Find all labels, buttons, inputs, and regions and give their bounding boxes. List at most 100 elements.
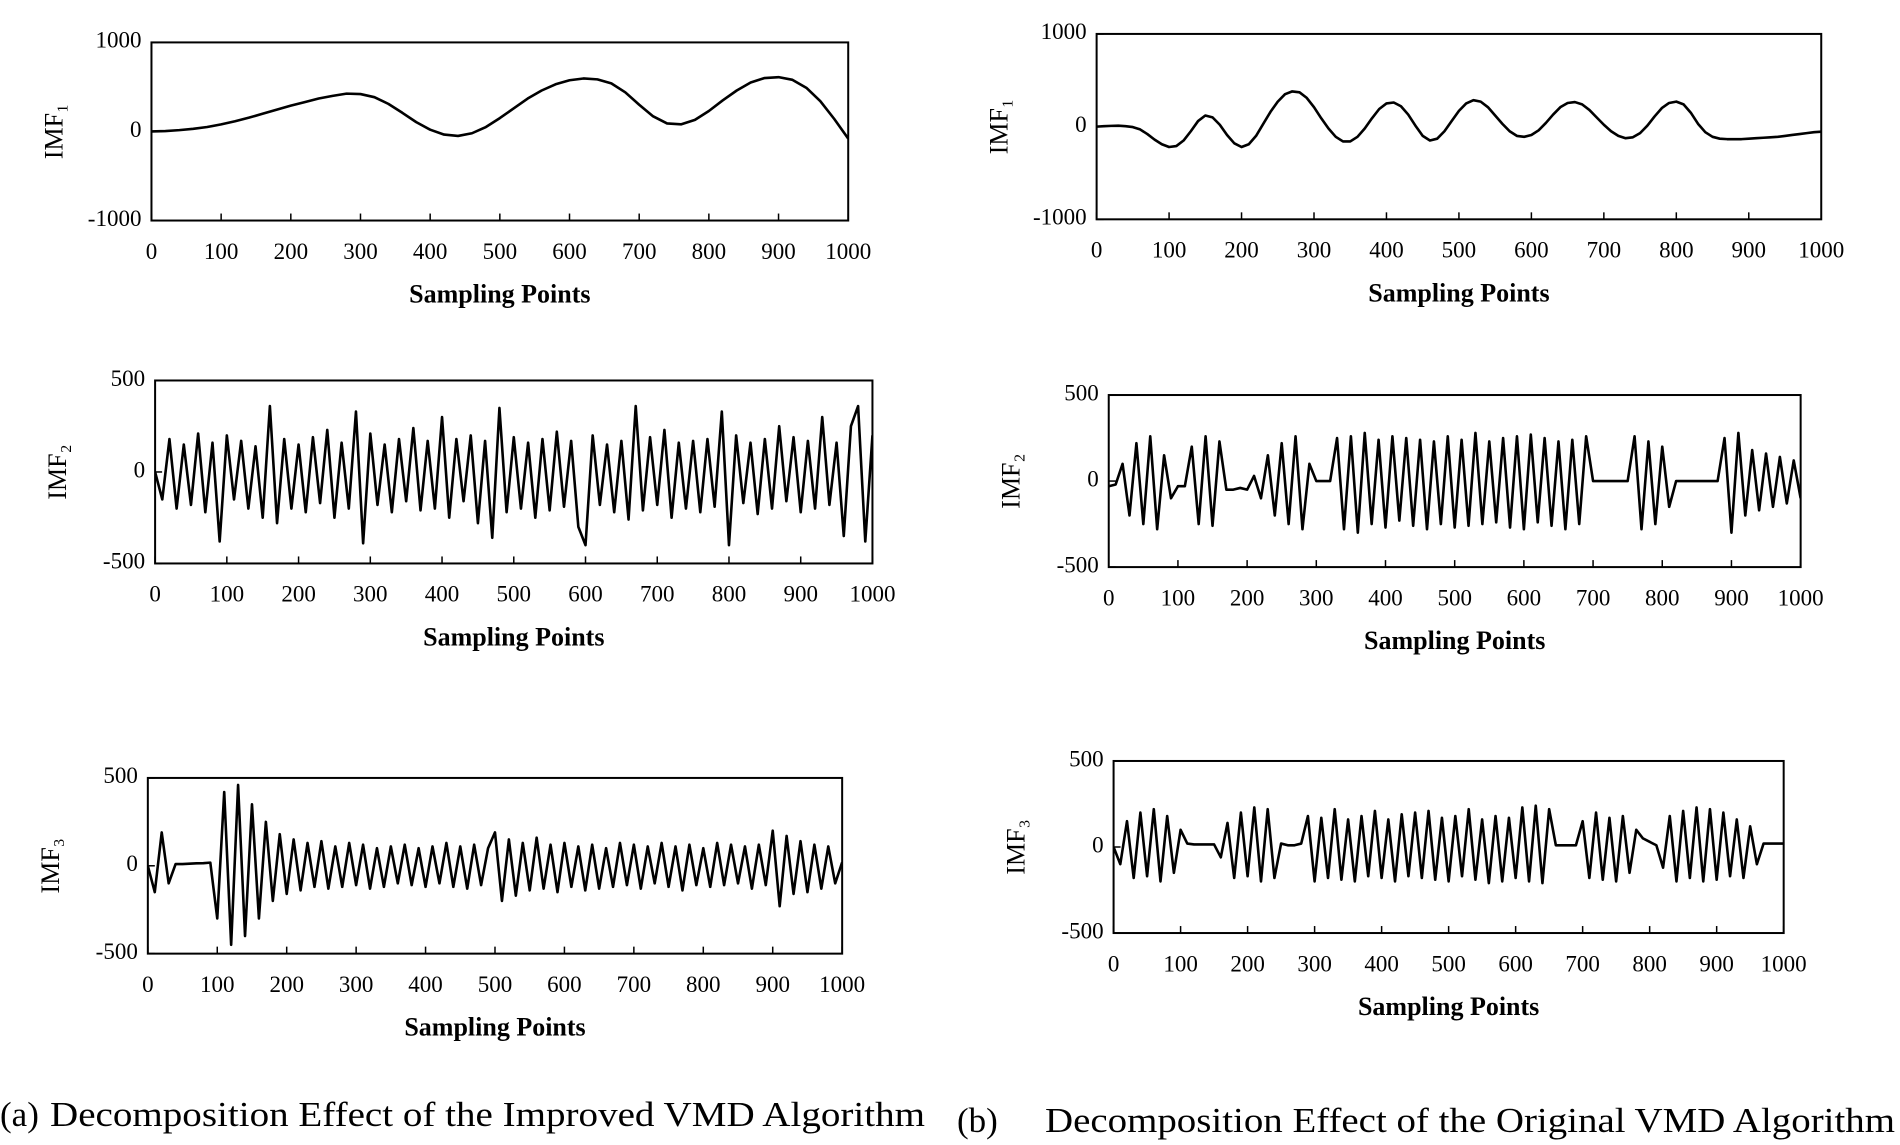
y-axis-label: IMF₂ <box>43 444 72 499</box>
y-axis-label: IMF₃ <box>36 838 65 893</box>
x-tick-label: 600 <box>1514 238 1549 263</box>
x-tick-label: 700 <box>1587 238 1622 263</box>
y-tick-label: 0 <box>134 457 146 482</box>
x-tick-label: 1000 <box>849 582 895 607</box>
signal-line <box>1113 804 1784 885</box>
plot-frame <box>154 379 874 565</box>
x-tick-label: 400 <box>1369 238 1404 263</box>
x-axis-label: Sampling Points <box>404 1013 585 1042</box>
x-tick-label: 100 <box>204 239 239 264</box>
x-tick-label: 200 <box>1230 951 1265 976</box>
y-tick-label: 0 <box>1087 466 1099 491</box>
y-tick-label: 1000 <box>1041 19 1087 44</box>
y-axis-label: IMF₂ <box>997 453 1026 508</box>
plot-frame <box>150 41 850 222</box>
x-tick-label: 500 <box>1437 585 1472 610</box>
plot-frame <box>1095 32 1823 221</box>
x-tick-label: 1000 <box>819 972 865 997</box>
plot-frame <box>1107 394 1802 569</box>
x-tick-label: 900 <box>755 972 790 997</box>
x-tick-label: 400 <box>1364 951 1399 976</box>
x-tick-label: 500 <box>483 239 518 264</box>
signal-line <box>147 783 843 947</box>
x-tick-label: 500 <box>1442 238 1477 263</box>
x-tick-label: 600 <box>1507 585 1542 610</box>
x-tick-label: 300 <box>1297 951 1332 976</box>
x-tick-label: 400 <box>413 239 448 264</box>
x-tick-label: 200 <box>281 582 316 607</box>
signal-line <box>1108 431 1801 534</box>
y-axis-label: IMF₃ <box>1002 819 1031 874</box>
caption-label: (a) <box>0 1095 39 1134</box>
y-tick-label: 0 <box>1075 112 1087 137</box>
x-tick-label: 700 <box>640 582 675 607</box>
x-tick-label: 200 <box>1230 585 1265 610</box>
x-tick-label: 800 <box>1659 238 1694 263</box>
x-tick-label: 500 <box>478 972 513 997</box>
x-axis-label: Sampling Points <box>1358 992 1539 1021</box>
x-tick-label: 0 <box>1103 585 1115 610</box>
caption-label: (b) <box>957 1101 998 1140</box>
x-tick-label: 0 <box>1108 951 1120 976</box>
signal-line <box>151 75 849 140</box>
x-tick-label: 700 <box>622 239 657 264</box>
x-tick-label: 1000 <box>1778 585 1824 610</box>
x-tick-label: 200 <box>1224 238 1259 263</box>
x-tick-label: 400 <box>1368 585 1403 610</box>
y-tick-label: 0 <box>1092 832 1104 857</box>
x-tick-label: 500 <box>497 582 532 607</box>
x-tick-label: 900 <box>1732 238 1767 263</box>
x-tick-label: 400 <box>408 972 443 997</box>
x-tick-label: 800 <box>1632 951 1667 976</box>
x-axis-label: Sampling Points <box>1368 278 1549 307</box>
x-tick-label: 100 <box>210 582 245 607</box>
x-tick-label: 900 <box>783 582 818 607</box>
x-tick-label: 900 <box>1714 585 1749 610</box>
x-tick-label: 900 <box>1699 951 1734 976</box>
y-tick-label: 0 <box>126 851 138 876</box>
x-tick-label: 600 <box>547 972 582 997</box>
x-tick-label: 0 <box>1091 238 1103 263</box>
signal-line <box>155 404 873 547</box>
x-tick-label: 100 <box>1163 951 1198 976</box>
x-tick-label: 700 <box>1565 951 1600 976</box>
y-tick-label: -500 <box>1057 552 1099 577</box>
x-axis-label: Sampling Points <box>409 280 590 309</box>
x-tick-label: 300 <box>343 239 378 264</box>
x-tick-label: 0 <box>149 582 161 607</box>
y-axis-label: IMF₁ <box>39 104 68 159</box>
y-tick-label: -500 <box>1061 918 1103 943</box>
x-tick-label: 300 <box>353 582 388 607</box>
caption-text: Decomposition Effect of the Improved VMD… <box>50 1095 925 1134</box>
x-tick-label: 100 <box>200 972 235 997</box>
x-axis-label: Sampling Points <box>423 622 604 651</box>
x-tick-label: 600 <box>1498 951 1533 976</box>
x-tick-label: 300 <box>1297 238 1332 263</box>
x-tick-label: 700 <box>1576 585 1611 610</box>
y-tick-label: 500 <box>103 763 138 788</box>
y-tick-label: -1000 <box>88 206 142 231</box>
x-tick-label: 800 <box>686 972 721 997</box>
x-tick-label: 400 <box>425 582 460 607</box>
x-tick-label: 800 <box>712 582 747 607</box>
x-tick-label: 1000 <box>825 239 871 264</box>
x-tick-label: 1000 <box>1761 951 1807 976</box>
y-axis-label: IMF₁ <box>985 99 1014 154</box>
plot-frame <box>146 776 844 955</box>
x-tick-label: 300 <box>1299 585 1334 610</box>
y-tick-label: -500 <box>96 939 138 964</box>
signal-line <box>1096 90 1822 149</box>
x-tick-label: 300 <box>339 972 374 997</box>
x-tick-label: 600 <box>552 239 587 264</box>
x-tick-label: 800 <box>1645 585 1680 610</box>
x-tick-label: 100 <box>1152 238 1187 263</box>
x-tick-label: 1000 <box>1798 238 1844 263</box>
y-tick-label: -500 <box>103 549 145 574</box>
x-tick-label: 800 <box>692 239 727 264</box>
y-tick-label: -1000 <box>1033 205 1087 230</box>
x-tick-label: 900 <box>761 239 796 264</box>
caption-text: Decomposition Effect of the Original VMD… <box>1045 1101 1895 1140</box>
x-tick-label: 700 <box>617 972 652 997</box>
x-tick-label: 600 <box>568 582 603 607</box>
plot-frame <box>1112 759 1785 935</box>
